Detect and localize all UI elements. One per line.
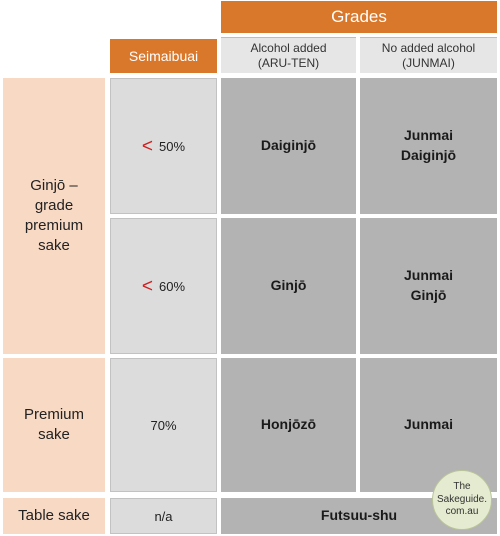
no-added-alcohol-header: No added alcohol (JUNMAI) — [360, 37, 497, 73]
badge-line2: Sakeguide. — [436, 493, 488, 505]
seimaibuai-header-label: Seimaibuai — [128, 48, 199, 64]
grade-daiginjo: Daiginjō — [260, 137, 317, 154]
ginjo-label-line2: grade — [34, 196, 74, 214]
polish-cell-50: < 50% — [110, 78, 217, 214]
grade-junmai-daiginjo-line2: Daiginjō — [400, 147, 457, 163]
no-added-alcohol-line1: No added alcohol — [381, 40, 476, 55]
polish-cell-70: 70% — [110, 358, 217, 492]
grade-cell-junmai: Junmai — [360, 358, 497, 492]
no-added-alcohol-line2: (JUNMAI) — [402, 55, 455, 70]
grade-honjozo: Honjōzō — [260, 416, 317, 433]
grade-junmai-ginjo-line1: Junmai — [403, 267, 453, 284]
polish-value-50: 50% — [159, 138, 186, 154]
ginjo-label-line3: premium — [24, 217, 84, 234]
badge-line1: The — [453, 481, 471, 493]
badge-line3: com.au — [445, 506, 479, 518]
grade-cell-junmai-ginjo: Junmai Ginjō — [360, 218, 497, 354]
less-than-icon: < — [141, 275, 154, 297]
premium-label-line1: Premium — [23, 405, 84, 423]
grade-junmai: Junmai — [403, 416, 453, 433]
ginjo-label-line1: Ginjō – — [30, 176, 78, 194]
row-label-table-sake: Table sake — [3, 498, 105, 534]
grade-cell-honjozo: Honjōzō — [221, 358, 356, 492]
polish-value-70: 70% — [150, 417, 177, 433]
ginjo-label-line4: sake — [38, 237, 70, 255]
grades-header: Grades — [221, 1, 497, 33]
alcohol-added-header: Alcohol added (ARU-TEN) — [221, 37, 356, 73]
polish-value-60: 60% — [159, 278, 186, 294]
polish-cell-na: n/a — [110, 498, 217, 534]
grade-junmai-ginjo-line2: Ginjō — [410, 287, 447, 303]
alcohol-added-line1: Alcohol added — [250, 40, 327, 55]
alcohol-added-line2: (ARU-TEN) — [257, 55, 320, 70]
grade-ginjo: Ginjō — [270, 277, 307, 294]
grade-cell-daiginjo: Daiginjō — [221, 78, 356, 214]
grade-futsuu-shu: Futsuu-shu — [320, 507, 398, 524]
polish-cell-60: < 60% — [110, 218, 217, 354]
grade-junmai-daiginjo-line1: Junmai — [403, 127, 453, 144]
row-label-ginjo-premium: Ginjō – grade premium sake — [3, 78, 105, 354]
row-label-premium: Premium sake — [3, 358, 105, 492]
table-sake-label: Table sake — [18, 506, 90, 524]
sakeguide-badge: The Sakeguide. com.au — [432, 470, 492, 530]
grade-cell-ginjo: Ginjō — [221, 218, 356, 354]
grades-header-label: Grades — [331, 7, 387, 26]
premium-label-line2: sake — [38, 426, 70, 443]
seimaibuai-header: Seimaibuai — [110, 39, 217, 73]
grade-cell-junmai-daiginjo: Junmai Daiginjō — [360, 78, 497, 214]
polish-value-na: n/a — [154, 508, 173, 524]
less-than-icon: < — [141, 135, 154, 157]
